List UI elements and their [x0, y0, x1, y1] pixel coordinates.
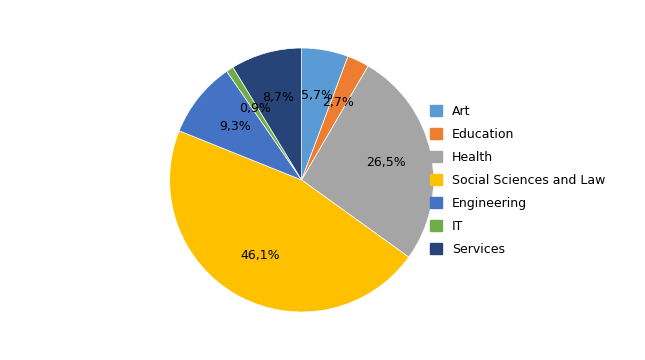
Text: 9,3%: 9,3%	[219, 120, 250, 133]
Text: 8,7%: 8,7%	[263, 91, 295, 104]
Wedge shape	[302, 57, 368, 180]
Text: 0,9%: 0,9%	[239, 102, 271, 114]
Wedge shape	[170, 131, 409, 312]
Wedge shape	[233, 48, 302, 180]
Text: 5,7%: 5,7%	[301, 89, 333, 102]
Legend: Art, Education, Health, Social Sciences and Law, Engineering, IT, Services: Art, Education, Health, Social Sciences …	[423, 98, 611, 262]
Wedge shape	[226, 67, 302, 180]
Text: 46,1%: 46,1%	[241, 249, 280, 262]
Text: 2,7%: 2,7%	[322, 96, 354, 109]
Wedge shape	[302, 66, 433, 257]
Wedge shape	[302, 48, 348, 180]
Text: 26,5%: 26,5%	[366, 156, 406, 169]
Wedge shape	[179, 71, 302, 180]
